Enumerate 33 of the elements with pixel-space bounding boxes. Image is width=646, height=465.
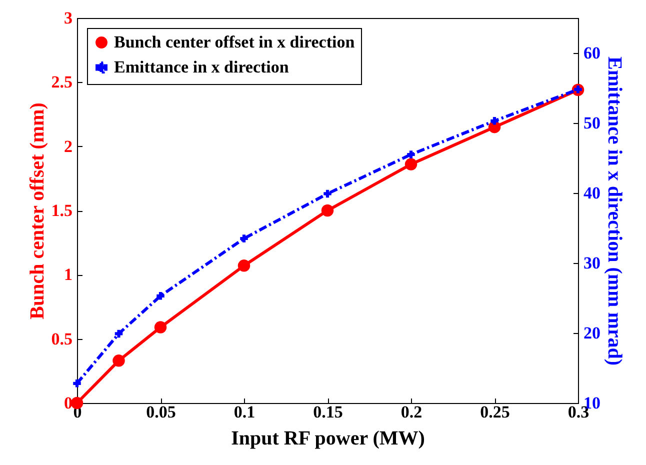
point <box>324 190 332 198</box>
point <box>404 158 418 170</box>
y-tick-label: 1.5 <box>51 201 72 220</box>
y-tick-label: 1 <box>64 265 72 284</box>
y2-tick-label: 50 <box>584 114 600 132</box>
point <box>240 234 248 242</box>
legend-label: Emittance in x direction <box>114 58 290 76</box>
y2-axis-title: Emittance in x direction (mm mrad) <box>604 56 626 366</box>
x-tick-label: 0.05 <box>146 402 176 422</box>
y2-tick-label: 30 <box>584 254 600 272</box>
y-tick-label: 2.5 <box>51 72 72 92</box>
point <box>73 380 81 388</box>
x-axis-title: Input RF power (MW) <box>231 428 425 450</box>
x-tick-label: 0.15 <box>313 402 343 422</box>
x-tick-label: 0.25 <box>480 402 510 422</box>
point <box>114 330 123 338</box>
point <box>490 117 498 125</box>
x-tick-label: 0.2 <box>400 402 422 422</box>
x-tick-label: 0.1 <box>234 402 256 422</box>
y2-tick-label: 60 <box>584 44 600 62</box>
point <box>154 321 167 334</box>
y-tick-label: 2 <box>64 136 72 156</box>
legend-label: Bunch center offset in x direction <box>114 32 356 52</box>
y-axis-title: Bunch center offset (mm) <box>26 102 48 320</box>
y-tick-label: 3 <box>64 8 72 28</box>
y-tick-label: 0.5 <box>51 329 72 348</box>
y2-tick-label: 40 <box>584 184 600 202</box>
y2-tick-label: 20 <box>584 324 600 342</box>
point <box>321 204 334 217</box>
point <box>112 354 125 367</box>
point <box>238 260 250 272</box>
point <box>407 150 415 158</box>
point <box>156 292 164 300</box>
